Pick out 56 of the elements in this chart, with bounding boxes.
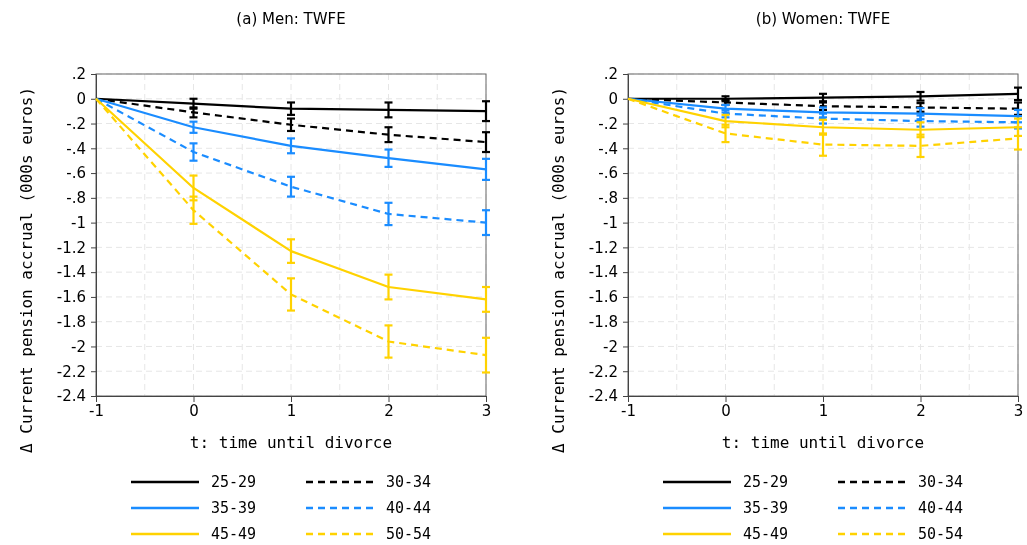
y-tick-label: -1.2 bbox=[56, 238, 86, 257]
y-tick-label: -2.4 bbox=[588, 387, 618, 406]
y-axis-title: Δ Current pension accrual (000s euros) bbox=[17, 86, 36, 454]
x-tick-label: 3 bbox=[1013, 401, 1024, 420]
y-tick-label: .2 bbox=[603, 65, 618, 84]
y-tick-label: -2.2 bbox=[588, 362, 618, 381]
y-tick-label: -1.6 bbox=[588, 288, 618, 307]
x-tick-label: 2 bbox=[384, 401, 394, 420]
legend-label: 40-44 bbox=[918, 499, 964, 517]
y-tick-label: -1.2 bbox=[588, 238, 618, 257]
y-tick-label: -1.4 bbox=[56, 263, 86, 282]
x-tick-label: 0 bbox=[721, 401, 731, 420]
y-tick-label: -2.4 bbox=[56, 387, 86, 406]
legend-label: 25-29 bbox=[211, 473, 257, 491]
y-tick-label: -2.2 bbox=[56, 362, 86, 381]
y-tick-label: -.2 bbox=[598, 114, 618, 133]
y-tick-label: -.2 bbox=[66, 114, 86, 133]
legend-label: 30-34 bbox=[918, 473, 964, 491]
y-tick-label: -2 bbox=[71, 337, 86, 356]
y-axis-title: Δ Current pension accrual (000s euros) bbox=[549, 86, 568, 454]
x-tick-label: 1 bbox=[286, 401, 297, 420]
y-tick-label: -1.4 bbox=[588, 263, 618, 282]
x-tick-label: 0 bbox=[189, 401, 199, 420]
legend-label: 40-44 bbox=[386, 499, 432, 517]
x-tick-label: 3 bbox=[481, 401, 492, 420]
y-tick-label: -.6 bbox=[598, 164, 618, 183]
x-axis-title: t: time until divorce bbox=[189, 433, 393, 452]
legend-label: 35-39 bbox=[743, 499, 789, 517]
x-tick-label: 2 bbox=[916, 401, 926, 420]
legend-label: 45-49 bbox=[211, 525, 257, 543]
chart-title: (b) Women: TWFE bbox=[755, 10, 891, 28]
legend-label: 45-49 bbox=[743, 525, 789, 543]
y-tick-label: -1 bbox=[71, 213, 86, 232]
y-tick-label: -1 bbox=[603, 213, 618, 232]
legend-label: 25-29 bbox=[743, 473, 789, 491]
legend-label: 30-34 bbox=[386, 473, 432, 491]
y-tick-label: -2 bbox=[603, 337, 618, 356]
y-tick-label: -.8 bbox=[66, 189, 86, 208]
y-tick-label: -1.6 bbox=[56, 288, 86, 307]
y-tick-label: -1.8 bbox=[588, 312, 618, 331]
chart-title: (a) Men: TWFE bbox=[236, 10, 346, 28]
y-tick-label: -.6 bbox=[66, 164, 86, 183]
x-tick-label: 1 bbox=[818, 401, 829, 420]
y-tick-label: -.8 bbox=[598, 189, 618, 208]
y-tick-label: -.4 bbox=[66, 139, 86, 158]
y-tick-label: 0 bbox=[76, 90, 86, 109]
x-tick-label: -1 bbox=[89, 401, 104, 420]
x-tick-label: -1 bbox=[621, 401, 636, 420]
legend-label: 35-39 bbox=[211, 499, 257, 517]
y-tick-label: -1.8 bbox=[56, 312, 86, 331]
legend-label: 50-54 bbox=[386, 525, 432, 543]
y-tick-label: -.4 bbox=[598, 139, 618, 158]
legend-label: 50-54 bbox=[918, 525, 964, 543]
y-tick-label: .2 bbox=[71, 65, 86, 84]
x-axis-title: t: time until divorce bbox=[721, 433, 925, 452]
y-tick-label: 0 bbox=[608, 90, 618, 109]
